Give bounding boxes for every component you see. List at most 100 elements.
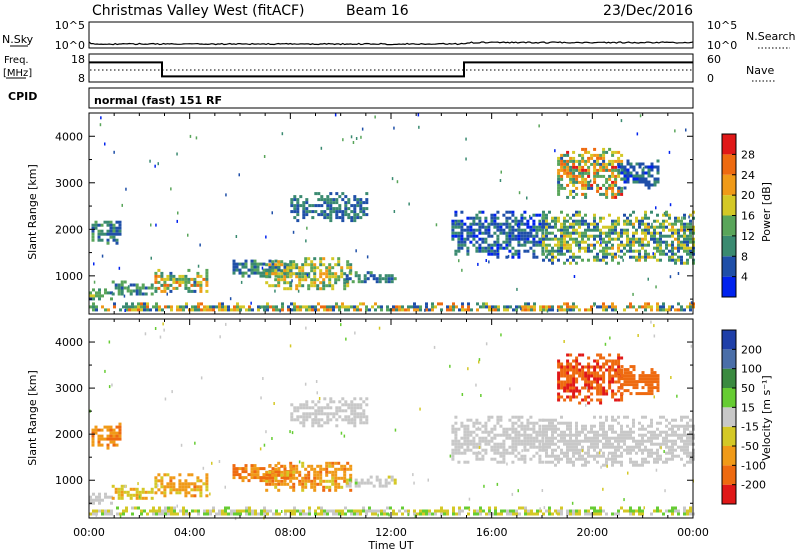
data-cell [629,255,632,259]
data-cell [581,424,584,428]
data-cell [144,292,148,296]
data-cell [677,249,680,253]
data-cell [587,454,590,458]
data-cell [563,222,566,226]
data-cell [548,427,551,431]
data-cell [538,457,542,461]
data-cell [542,424,545,428]
data-cell [481,246,485,250]
data-cell [322,284,326,288]
data-cell [632,463,635,467]
data-cell [187,268,191,272]
data-cell [584,433,587,437]
data-cell [129,292,133,296]
nsky-frame [88,21,694,49]
data-cell [584,463,587,467]
data-cell [209,492,211,496]
data-cell [605,192,609,196]
data-cell [365,415,369,419]
data-cell [341,509,344,513]
data-cell [608,353,612,357]
data-cell [551,249,554,253]
data-cell [569,156,573,160]
data-cell [350,409,354,413]
data-cell [381,277,385,281]
data-cell [401,512,404,516]
data-cell [566,359,570,363]
data-cell [614,430,617,434]
data-cell [387,280,391,284]
data-cell [478,228,482,232]
data-cell [545,439,548,443]
data-cell [647,302,650,306]
data-cell [596,392,600,396]
data-cell [149,308,152,312]
data-cell [118,434,122,438]
data-cell [261,266,264,270]
data-cell [319,467,323,471]
data-cell [260,396,262,400]
data-cell [566,512,569,516]
data-cell [653,324,655,328]
data-cell [289,287,293,291]
data-cell [647,454,650,458]
data-cell [117,283,121,287]
data-cell [593,457,596,461]
data-cell [581,398,585,402]
data-cell [271,476,275,480]
data-cell [310,284,314,288]
data-cell [545,249,548,253]
data-cell [277,281,281,285]
data-cell [620,119,623,123]
data-cell [274,464,278,468]
data-cell [505,222,509,226]
data-cell [656,177,660,181]
data-cell [307,275,311,279]
data-cell [317,198,321,202]
data-cell [384,274,388,278]
data-cell [578,353,582,357]
data-cell [569,189,573,193]
data-cell [602,231,605,235]
data-cell [622,258,624,262]
data-cell [644,213,647,217]
data-cell [290,308,293,312]
data-cell [295,263,299,267]
data-cell [563,162,567,166]
data-cell [308,305,311,309]
data-cell [502,439,506,443]
data-cell [620,427,623,431]
data-cell [611,258,614,262]
data-cell [266,308,269,312]
data-cell [608,186,612,190]
data-cell [599,509,602,513]
data-cell [256,467,260,471]
data-cell [683,228,686,232]
data-cell [599,377,603,381]
data-cell [517,433,521,437]
data-cell [366,255,369,259]
data-cell [596,359,600,363]
data-cell [620,165,624,169]
data-cell [689,240,692,244]
data-cell [545,216,548,220]
data-cell [686,427,689,431]
data-cell [103,425,107,429]
data-cell [587,246,590,250]
data-cell [650,320,652,324]
data-cell [581,237,584,241]
data-cell [614,177,618,181]
data-cell [337,467,341,471]
data-cell [310,467,314,471]
data-cell [221,509,224,513]
data-cell [295,275,299,279]
data-cell [356,198,360,202]
data-cell [350,135,353,139]
data-cell [683,249,686,253]
data-cell [485,342,488,346]
data-cell [454,436,458,440]
data-cell [632,210,635,214]
data-cell [350,216,354,220]
data-cell [328,272,332,276]
data-cell [545,246,548,250]
